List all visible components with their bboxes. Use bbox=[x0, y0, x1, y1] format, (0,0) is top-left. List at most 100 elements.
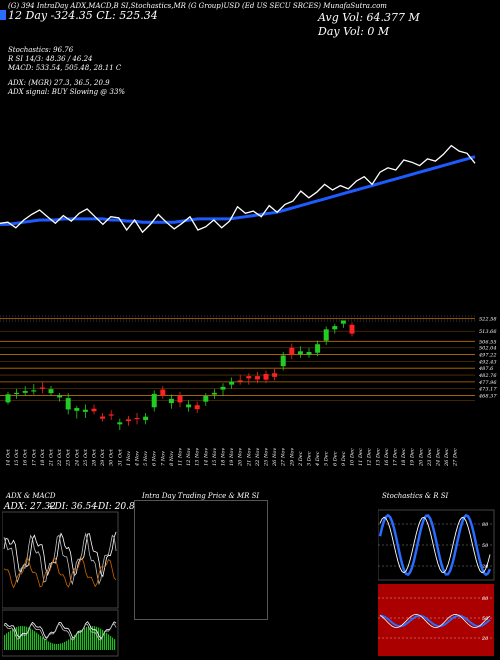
stochastics-panel: 80 50 20 80 50 20 bbox=[378, 509, 495, 656]
candle-body bbox=[340, 320, 346, 324]
level-label: 473.17 bbox=[478, 387, 497, 393]
date-tick-label: 12 Nov bbox=[186, 448, 192, 466]
volume-average-line bbox=[0, 155, 476, 226]
macd-histogram-bar bbox=[34, 631, 36, 650]
macd-histogram-bar bbox=[8, 631, 10, 650]
candle-body bbox=[349, 324, 355, 334]
macd-histogram-bar bbox=[110, 636, 112, 650]
macd-histogram-bar bbox=[26, 626, 28, 650]
macd-histogram-bar bbox=[60, 643, 62, 650]
candle-body bbox=[194, 405, 200, 410]
date-tick-label: 19 Dec bbox=[410, 448, 416, 466]
level-label: 522.58 bbox=[479, 317, 497, 323]
macd-histogram-bar bbox=[96, 626, 98, 650]
level-label: 492.43 bbox=[478, 359, 497, 365]
candle-body bbox=[272, 373, 278, 377]
stochastics-readout: Stochastics: 96.76 bbox=[8, 46, 74, 54]
macd-histogram-bar bbox=[82, 628, 84, 650]
candle-body bbox=[280, 355, 286, 367]
candle-body bbox=[263, 374, 269, 380]
rsi-y-label: 80 bbox=[482, 596, 489, 602]
macd-histogram-bar bbox=[22, 626, 24, 650]
candle-body bbox=[297, 351, 303, 355]
stoch-d-line bbox=[379, 516, 491, 574]
macd-histogram-bar bbox=[18, 626, 20, 650]
price-chart: 522.58 513.66 506.55502.04497.22492.43487.… bbox=[0, 315, 497, 467]
stoch-y-label: 80 bbox=[482, 522, 489, 528]
candle-body bbox=[323, 329, 329, 341]
date-tick-label: 29 Oct bbox=[100, 448, 106, 467]
rsi-y-label: 20 bbox=[481, 636, 489, 642]
macd-readout: MACD: 533.54, 505.48, 28.11 C bbox=[8, 64, 122, 72]
date-tick-label: 21 Nov bbox=[246, 448, 252, 467]
intraday-panel bbox=[134, 500, 268, 620]
macd-histogram-bar bbox=[78, 631, 80, 650]
macd-histogram-bar bbox=[86, 626, 88, 650]
macd-histogram-bar bbox=[54, 643, 56, 650]
candle-body bbox=[14, 392, 20, 395]
candle-body bbox=[100, 416, 106, 419]
candle-body bbox=[48, 389, 54, 394]
date-tick-label: 13 Dec bbox=[375, 448, 381, 466]
date-tick-label: 6 Dec bbox=[332, 451, 338, 466]
macd-histogram-bar bbox=[32, 629, 34, 650]
macd-histogram-bar bbox=[36, 632, 38, 650]
candle-body bbox=[177, 395, 183, 403]
macd-histogram-bar bbox=[48, 641, 50, 650]
date-tick-label: 6 Nov bbox=[152, 451, 158, 466]
date-tick-label: 18 Oct bbox=[40, 448, 46, 466]
level-label: 477.96 bbox=[478, 380, 497, 386]
candle-body bbox=[134, 417, 140, 420]
header-line-2: 12 Day -324.35 CL: 525.34 bbox=[8, 9, 158, 22]
date-tick-label: 28 Oct bbox=[92, 448, 98, 467]
macd-histogram-bar bbox=[38, 634, 40, 650]
volume-chart bbox=[0, 144, 476, 234]
candle-body bbox=[143, 416, 149, 421]
intraday-panel-title: Intra Day Trading Price & MR SI bbox=[142, 492, 260, 500]
date-tick-label: 8 Nov bbox=[169, 451, 175, 466]
candle-body bbox=[5, 394, 11, 403]
date-tick-label: 7 Nov bbox=[160, 451, 166, 466]
macd-histogram-bar bbox=[14, 627, 16, 650]
date-tick-label: 3 Dec bbox=[307, 451, 313, 466]
candle-body bbox=[108, 414, 114, 416]
rsi-y-label: 50 bbox=[482, 616, 489, 622]
macd-histogram-bar bbox=[104, 631, 106, 650]
candle-body bbox=[22, 391, 28, 393]
candle-body bbox=[332, 326, 338, 330]
rsi-white-line bbox=[379, 613, 491, 629]
macd-histogram-bar bbox=[10, 630, 12, 650]
macd-histogram-bar bbox=[4, 635, 6, 650]
candle-body bbox=[168, 398, 174, 404]
date-tick-label: 5 Nov bbox=[143, 451, 149, 466]
date-tick-label: 1 Nov bbox=[126, 451, 132, 466]
candle-body bbox=[39, 387, 45, 389]
macd-histogram-bar bbox=[50, 642, 52, 650]
stoch-k-line bbox=[378, 513, 492, 577]
date-tick-label: 15 Oct bbox=[14, 448, 20, 466]
macd-histogram-bar bbox=[92, 626, 94, 650]
candle-body bbox=[315, 344, 321, 353]
level-label: 482.76 bbox=[478, 373, 497, 379]
date-tick-label: 16 Dec bbox=[384, 448, 390, 466]
date-tick-label: 13 Nov bbox=[195, 448, 201, 466]
level-label: 506.55 bbox=[479, 339, 497, 345]
date-tick-label: 4 Dec bbox=[315, 451, 321, 467]
stoch-panel-title: Stochastics & R SI bbox=[382, 492, 449, 500]
stoch-y-label: 20 bbox=[481, 564, 489, 570]
macd-histogram-bar bbox=[24, 626, 26, 650]
date-tick-label: 24 Oct bbox=[74, 448, 80, 467]
date-tick-label: 24 Dec bbox=[436, 448, 442, 467]
macd-histogram-bar bbox=[112, 637, 114, 650]
macd-histogram-bar bbox=[102, 629, 104, 650]
adx-legend-minus-di: -DI: 20.8 bbox=[95, 502, 135, 512]
date-tick-label: 23 Oct bbox=[66, 448, 72, 467]
header-line-1: (G) 394 IntraDay ADX,MACD,B SI,Stochasti… bbox=[8, 2, 387, 10]
adx-frame bbox=[2, 511, 119, 609]
macd-histogram-bar bbox=[70, 638, 72, 650]
date-tick-label: 11 Nov bbox=[178, 448, 184, 466]
date-tick-label: 16 Oct bbox=[23, 448, 29, 466]
level-label: 513.66 bbox=[479, 329, 497, 335]
macd-histogram-bar bbox=[108, 634, 110, 650]
macd-histogram-bar bbox=[76, 633, 78, 650]
